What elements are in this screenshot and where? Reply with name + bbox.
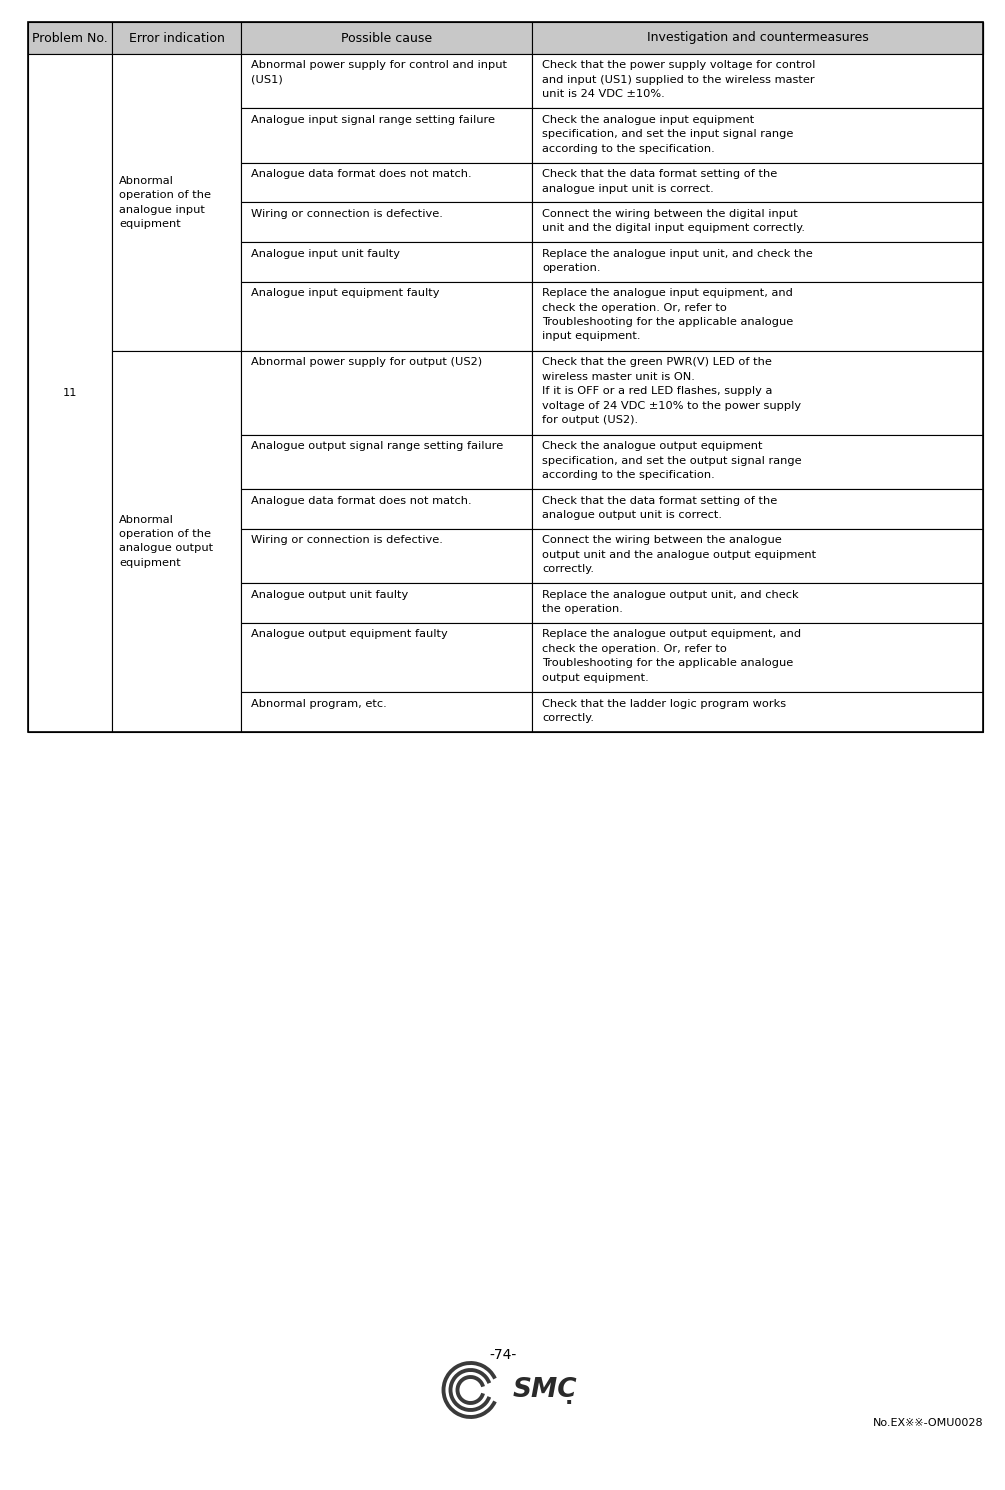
Text: -74-: -74- — [488, 1348, 517, 1362]
Bar — [533, 109, 983, 162]
Text: Analogue input equipment faulty: Analogue input equipment faulty — [251, 288, 439, 298]
Text: Analogue input signal range setting failure: Analogue input signal range setting fail… — [251, 115, 495, 125]
Bar — [112, 22, 241, 54]
Text: .: . — [565, 1389, 573, 1408]
Text: Possible cause: Possible cause — [341, 31, 432, 45]
Text: Check the analogue input equipment
specification, and set the input signal range: Check the analogue input equipment speci… — [543, 115, 794, 153]
Bar — [533, 583, 983, 623]
Text: Connect the wiring between the analogue
output unit and the analogue output equi: Connect the wiring between the analogue … — [543, 535, 816, 574]
Bar — [533, 282, 983, 350]
Text: 11: 11 — [62, 387, 77, 398]
Bar — [533, 54, 983, 109]
Bar — [112, 54, 241, 350]
Text: Abnormal
operation of the
analogue input
equipment: Abnormal operation of the analogue input… — [119, 176, 211, 229]
Bar — [241, 54, 533, 109]
Bar — [533, 623, 983, 691]
Text: Problem No.: Problem No. — [32, 31, 108, 45]
Bar — [533, 350, 983, 435]
Text: Investigation and countermeasures: Investigation and countermeasures — [647, 31, 868, 45]
Text: Abnormal power supply for control and input
(US1): Abnormal power supply for control and in… — [251, 61, 507, 85]
Bar — [241, 282, 533, 350]
Text: Analogue output unit faulty: Analogue output unit faulty — [251, 590, 408, 599]
Text: Abnormal
operation of the
analogue output
equipment: Abnormal operation of the analogue outpu… — [119, 514, 213, 568]
Bar — [241, 691, 533, 732]
Text: Check that the data format setting of the
analogue output unit is correct.: Check that the data format setting of th… — [543, 496, 778, 520]
Text: Replace the analogue input unit, and check the
operation.: Replace the analogue input unit, and che… — [543, 249, 813, 273]
Bar — [241, 241, 533, 282]
Text: Wiring or connection is defective.: Wiring or connection is defective. — [251, 209, 443, 219]
Bar — [28, 54, 112, 732]
Text: Analogue input unit faulty: Analogue input unit faulty — [251, 249, 400, 258]
Bar — [28, 22, 112, 54]
Bar — [533, 489, 983, 529]
Bar — [241, 162, 533, 203]
Bar — [533, 22, 983, 54]
Bar — [241, 109, 533, 162]
Text: Abnormal power supply for output (US2): Abnormal power supply for output (US2) — [251, 358, 482, 368]
Bar — [533, 241, 983, 282]
Text: No.EX※※-OMU0028: No.EX※※-OMU0028 — [872, 1418, 983, 1427]
Bar — [241, 203, 533, 241]
Text: Abnormal program, etc.: Abnormal program, etc. — [251, 699, 387, 709]
Bar — [241, 489, 533, 529]
Text: Replace the analogue output unit, and check
the operation.: Replace the analogue output unit, and ch… — [543, 590, 799, 614]
Bar — [112, 350, 241, 732]
Text: Replace the analogue output equipment, and
check the operation. Or, refer to
Tro: Replace the analogue output equipment, a… — [543, 629, 801, 682]
Text: Check the analogue output equipment
specification, and set the output signal ran: Check the analogue output equipment spec… — [543, 441, 802, 480]
Text: Analogue data format does not match.: Analogue data format does not match. — [251, 496, 471, 505]
Text: Error indication: Error indication — [129, 31, 224, 45]
Text: Analogue output signal range setting failure: Analogue output signal range setting fai… — [251, 441, 504, 451]
Text: Check that the ladder logic program works
correctly.: Check that the ladder logic program work… — [543, 699, 786, 723]
Bar — [533, 435, 983, 489]
Text: Analogue output equipment faulty: Analogue output equipment faulty — [251, 629, 447, 639]
Bar — [241, 623, 533, 691]
Bar — [241, 583, 533, 623]
Bar — [241, 22, 533, 54]
Text: Check that the power supply voltage for control
and input (US1) supplied to the : Check that the power supply voltage for … — [543, 61, 816, 100]
Bar — [533, 529, 983, 583]
Bar — [533, 691, 983, 732]
Text: Wiring or connection is defective.: Wiring or connection is defective. — [251, 535, 443, 545]
Text: Check that the data format setting of the
analogue input unit is correct.: Check that the data format setting of th… — [543, 170, 778, 194]
Text: Connect the wiring between the digital input
unit and the digital input equipmen: Connect the wiring between the digital i… — [543, 209, 805, 234]
Bar — [241, 350, 533, 435]
Bar — [28, 22, 983, 54]
Text: Replace the analogue input equipment, and
check the operation. Or, refer to
Trou: Replace the analogue input equipment, an… — [543, 288, 794, 341]
Text: Check that the green PWR(V) LED of the
wireless master unit is ON.
If it is OFF : Check that the green PWR(V) LED of the w… — [543, 358, 801, 425]
Bar — [533, 162, 983, 203]
Bar — [28, 22, 983, 732]
Text: Analogue data format does not match.: Analogue data format does not match. — [251, 170, 471, 179]
Bar — [241, 435, 533, 489]
Bar — [241, 529, 533, 583]
Bar — [533, 203, 983, 241]
Text: SMC: SMC — [513, 1377, 577, 1404]
